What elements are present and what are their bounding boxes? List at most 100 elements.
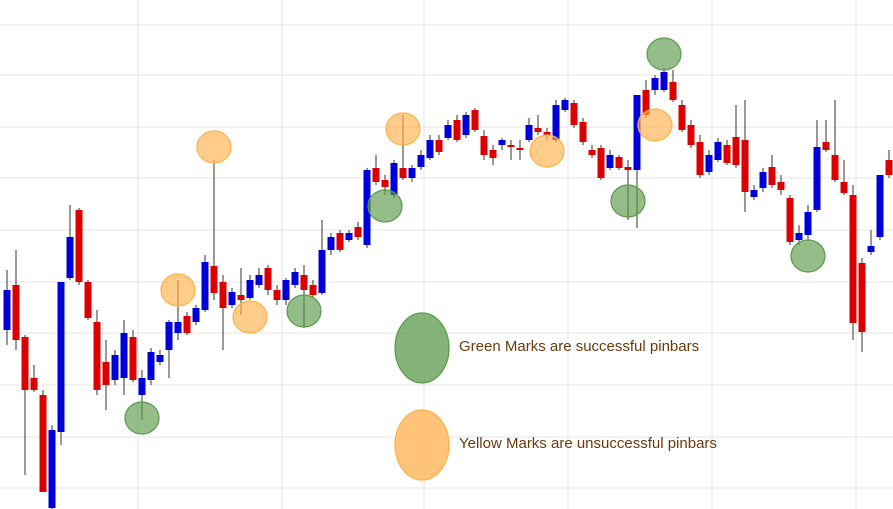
candle-body: [435, 140, 443, 152]
legend-marker: [394, 312, 450, 384]
candle-body: [480, 136, 488, 155]
candle-body: [129, 337, 137, 380]
candle-body: [417, 155, 425, 167]
pinbar-marker: [160, 273, 196, 307]
candle-body: [66, 237, 74, 278]
candle-body: [867, 246, 875, 252]
candle-body: [84, 282, 92, 318]
legend-label: Yellow Marks are unsuccessful pinbars: [459, 435, 717, 452]
candle-body: [201, 262, 209, 310]
candle-body: [192, 308, 200, 322]
candle-body: [273, 290, 281, 300]
candle-body: [111, 355, 119, 380]
candle-body: [840, 182, 848, 193]
candle-body: [291, 272, 299, 285]
candle-body: [138, 378, 146, 395]
candle-body: [12, 285, 20, 340]
pinbar-marker: [790, 239, 826, 273]
candle-body: [426, 140, 434, 158]
pinbar-marker: [637, 108, 673, 142]
candle-body: [264, 268, 272, 290]
pinbar-marker: [646, 37, 682, 71]
candle-body: [102, 362, 110, 385]
candle-body: [48, 430, 56, 508]
candle-body: [525, 125, 533, 140]
candle-body: [561, 100, 569, 110]
candle-body: [804, 212, 812, 235]
candle-body: [156, 355, 164, 362]
candle-body: [399, 168, 407, 178]
candle-body: [858, 263, 866, 332]
pinbar-marker: [385, 112, 421, 146]
candle-body: [363, 170, 371, 245]
candle-body: [813, 147, 821, 210]
candle-body: [21, 337, 29, 390]
pinbar-marker: [367, 189, 403, 223]
candle-body: [93, 322, 101, 390]
candle-body: [714, 142, 722, 160]
candle-body: [489, 150, 497, 158]
candle-body: [822, 142, 830, 150]
candle-body: [282, 280, 290, 300]
candle-body: [354, 227, 362, 237]
candle-body: [615, 157, 623, 168]
candle-body: [669, 82, 677, 100]
candle-body: [660, 72, 668, 90]
candle-body: [237, 295, 245, 300]
candle-body: [174, 322, 182, 333]
candle-body: [687, 125, 695, 145]
candle-body: [3, 290, 11, 330]
candle-body: [246, 280, 254, 298]
candle-body: [372, 168, 380, 182]
pinbar-marker: [610, 184, 646, 218]
legend-marker: [394, 409, 450, 481]
pinbar-marker: [232, 300, 268, 334]
candle-body: [759, 172, 767, 188]
candle-body: [633, 95, 641, 170]
candle-body: [723, 145, 731, 163]
candle-body: [444, 125, 452, 138]
candle-body: [543, 132, 551, 135]
candle-body: [345, 233, 353, 240]
candle-body: [534, 128, 542, 132]
candle-body: [750, 190, 758, 197]
candle-body: [597, 148, 605, 178]
candle-body: [588, 150, 596, 155]
candle-body: [75, 210, 83, 282]
candle-body: [390, 163, 398, 195]
candle-body: [471, 110, 479, 130]
legend-label: Green Marks are successful pinbars: [459, 338, 699, 355]
candle-body: [777, 182, 785, 190]
candle-body: [30, 378, 38, 390]
candle-body: [498, 140, 506, 145]
candle-body: [768, 167, 776, 185]
pinbar-marker: [529, 134, 565, 168]
candle-body: [327, 237, 335, 250]
candle-body: [678, 105, 686, 130]
candle-body: [57, 282, 65, 432]
candle-body: [39, 395, 47, 492]
candle-body: [147, 352, 155, 380]
candle-body: [696, 142, 704, 175]
candle-body: [318, 250, 326, 293]
candle-body: [552, 105, 560, 140]
candle-body: [795, 233, 803, 240]
pinbar-marker: [196, 130, 232, 164]
candle-body: [606, 155, 614, 168]
pinbar-marker: [286, 294, 322, 328]
candle-body: [462, 115, 470, 135]
candle-body: [876, 175, 884, 237]
candle-body: [624, 167, 632, 170]
candle-body: [516, 148, 524, 150]
candle-body: [831, 155, 839, 180]
candle-body: [336, 233, 344, 250]
candle-body: [849, 195, 857, 323]
candle-body: [579, 122, 587, 142]
candle-body: [786, 198, 794, 242]
candle-body: [120, 333, 128, 378]
pinbar-marker: [124, 401, 160, 435]
candle-body: [309, 285, 317, 295]
candle-body: [228, 292, 236, 305]
candle-body: [219, 282, 227, 308]
candle-body: [183, 316, 191, 333]
